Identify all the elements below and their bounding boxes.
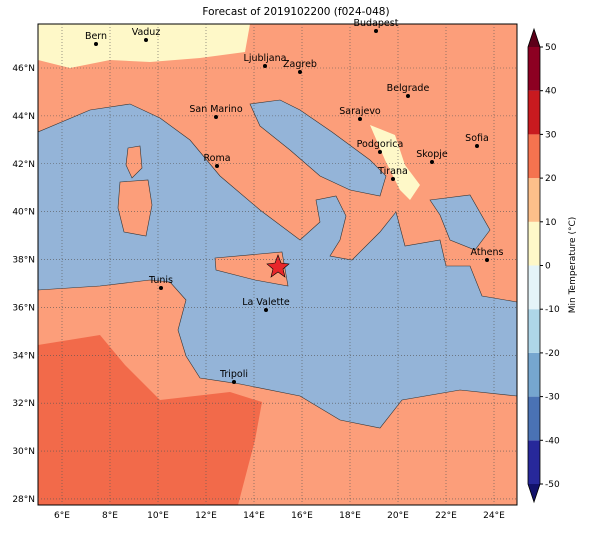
- adriatic-sea: [249, 99, 387, 197]
- lon-tick-label: 24°E: [483, 511, 505, 521]
- city-label: Athens: [471, 247, 504, 258]
- colorbar-bin: [528, 265, 540, 310]
- city-dot: [215, 164, 219, 168]
- city-dot: [358, 117, 362, 121]
- colorbar-bin: [528, 178, 540, 222]
- colorbar-bin: [528, 221, 540, 266]
- lon-tick-label: 6°E: [54, 511, 70, 521]
- city-dot: [263, 64, 267, 68]
- colorbar-tick-label: 20: [545, 174, 557, 184]
- city-label: Tripoli: [219, 369, 248, 380]
- colorbar-tick-label: 10: [545, 218, 557, 228]
- colorbar-tick-label: -50: [545, 480, 560, 490]
- city-dot: [144, 38, 148, 42]
- colorbar-bin: [528, 90, 540, 135]
- city-label: La Valette: [242, 297, 290, 308]
- city-label: Zagreb: [283, 59, 317, 70]
- city-dot: [378, 150, 382, 154]
- lat-tick-label: 30°N: [12, 447, 35, 457]
- lon-tick-label: 12°E: [195, 511, 217, 521]
- city-dot: [214, 115, 218, 119]
- city-dot: [391, 177, 395, 181]
- city-label: Sarajevo: [339, 106, 381, 117]
- city-dot: [159, 286, 163, 290]
- colorbar-bin: [528, 47, 540, 91]
- city-label: Podgorica: [357, 139, 404, 150]
- lon-tick-label: 14°E: [243, 511, 265, 521]
- lat-tick-label: 46°N: [12, 64, 35, 74]
- city-label: Tirana: [377, 166, 408, 177]
- colorbar-bin: [528, 396, 540, 441]
- city-dot: [298, 70, 302, 74]
- city-label: Belgrade: [387, 83, 430, 94]
- city-label: Bern: [85, 31, 107, 42]
- lat-tick-label: 40°N: [12, 208, 35, 218]
- colorbar-tick-label: 30: [545, 130, 557, 140]
- city-label: Skopje: [416, 149, 448, 160]
- colorbar-tick-label: 50: [545, 43, 557, 53]
- city-dot: [430, 160, 434, 164]
- lon-tick-label: 18°E: [339, 511, 361, 521]
- city-label: Budapest: [354, 18, 399, 29]
- city-dot: [232, 380, 236, 384]
- alps-region: [38, 24, 250, 68]
- colorbar-label: Min Temperature (°C): [568, 217, 578, 314]
- colorbar-tick-label: 40: [545, 87, 557, 97]
- colorbar-extend-low: [528, 484, 540, 502]
- aegean-sea: [429, 194, 491, 251]
- map-area: [38, 24, 517, 505]
- colorbar-tick-label: -10: [545, 305, 560, 315]
- city-label: Sofia: [465, 133, 489, 144]
- corsica: [125, 145, 143, 179]
- map-frame: [37, 23, 518, 506]
- colorbar-bin: [528, 352, 540, 397]
- colorbar-bin: [528, 134, 540, 179]
- lat-tick-label: 28°N: [12, 495, 35, 505]
- city-label: San Marino: [189, 104, 242, 115]
- balkan-region: [370, 125, 420, 200]
- city-label: Ljubljana: [244, 53, 287, 64]
- colorbar-bin: [528, 440, 540, 484]
- lat-tick-label: 44°N: [12, 112, 35, 122]
- lon-tick-label: 22°E: [435, 511, 457, 521]
- lon-tick-label: 20°E: [387, 511, 409, 521]
- colorbar-tick-label: -20: [545, 349, 560, 359]
- city-dot: [475, 144, 479, 148]
- lon-tick-label: 10°E: [147, 511, 169, 521]
- lat-tick-label: 34°N: [12, 351, 35, 361]
- lat-tick-label: 38°N: [12, 256, 35, 266]
- lat-tick-label: 42°N: [12, 160, 35, 170]
- city-dot: [94, 42, 98, 46]
- colorbar-tick-label: 0: [545, 262, 551, 272]
- colorbar-bin: [528, 309, 540, 353]
- colorbar-tick-label: -40: [545, 436, 560, 446]
- city-dot: [374, 29, 378, 33]
- sicily: [214, 251, 289, 287]
- lon-tick-label: 8°E: [102, 511, 118, 521]
- city-label: Tunis: [148, 275, 173, 286]
- city-label: Roma: [203, 153, 230, 164]
- city-dot: [264, 308, 268, 312]
- sardinia: [117, 179, 153, 237]
- city-dot: [406, 94, 410, 98]
- colorbar-tick-label: -30: [545, 393, 560, 403]
- star-marker: [266, 254, 290, 278]
- lon-tick-label: 16°E: [291, 511, 313, 521]
- title: Forecast of 2019102200 (f024-048): [202, 6, 389, 18]
- city-dot: [485, 258, 489, 262]
- city-label: Vaduz: [132, 27, 161, 38]
- lat-tick-label: 36°N: [12, 303, 35, 313]
- colorbar-extend-high: [528, 29, 540, 47]
- lat-tick-label: 32°N: [12, 399, 35, 409]
